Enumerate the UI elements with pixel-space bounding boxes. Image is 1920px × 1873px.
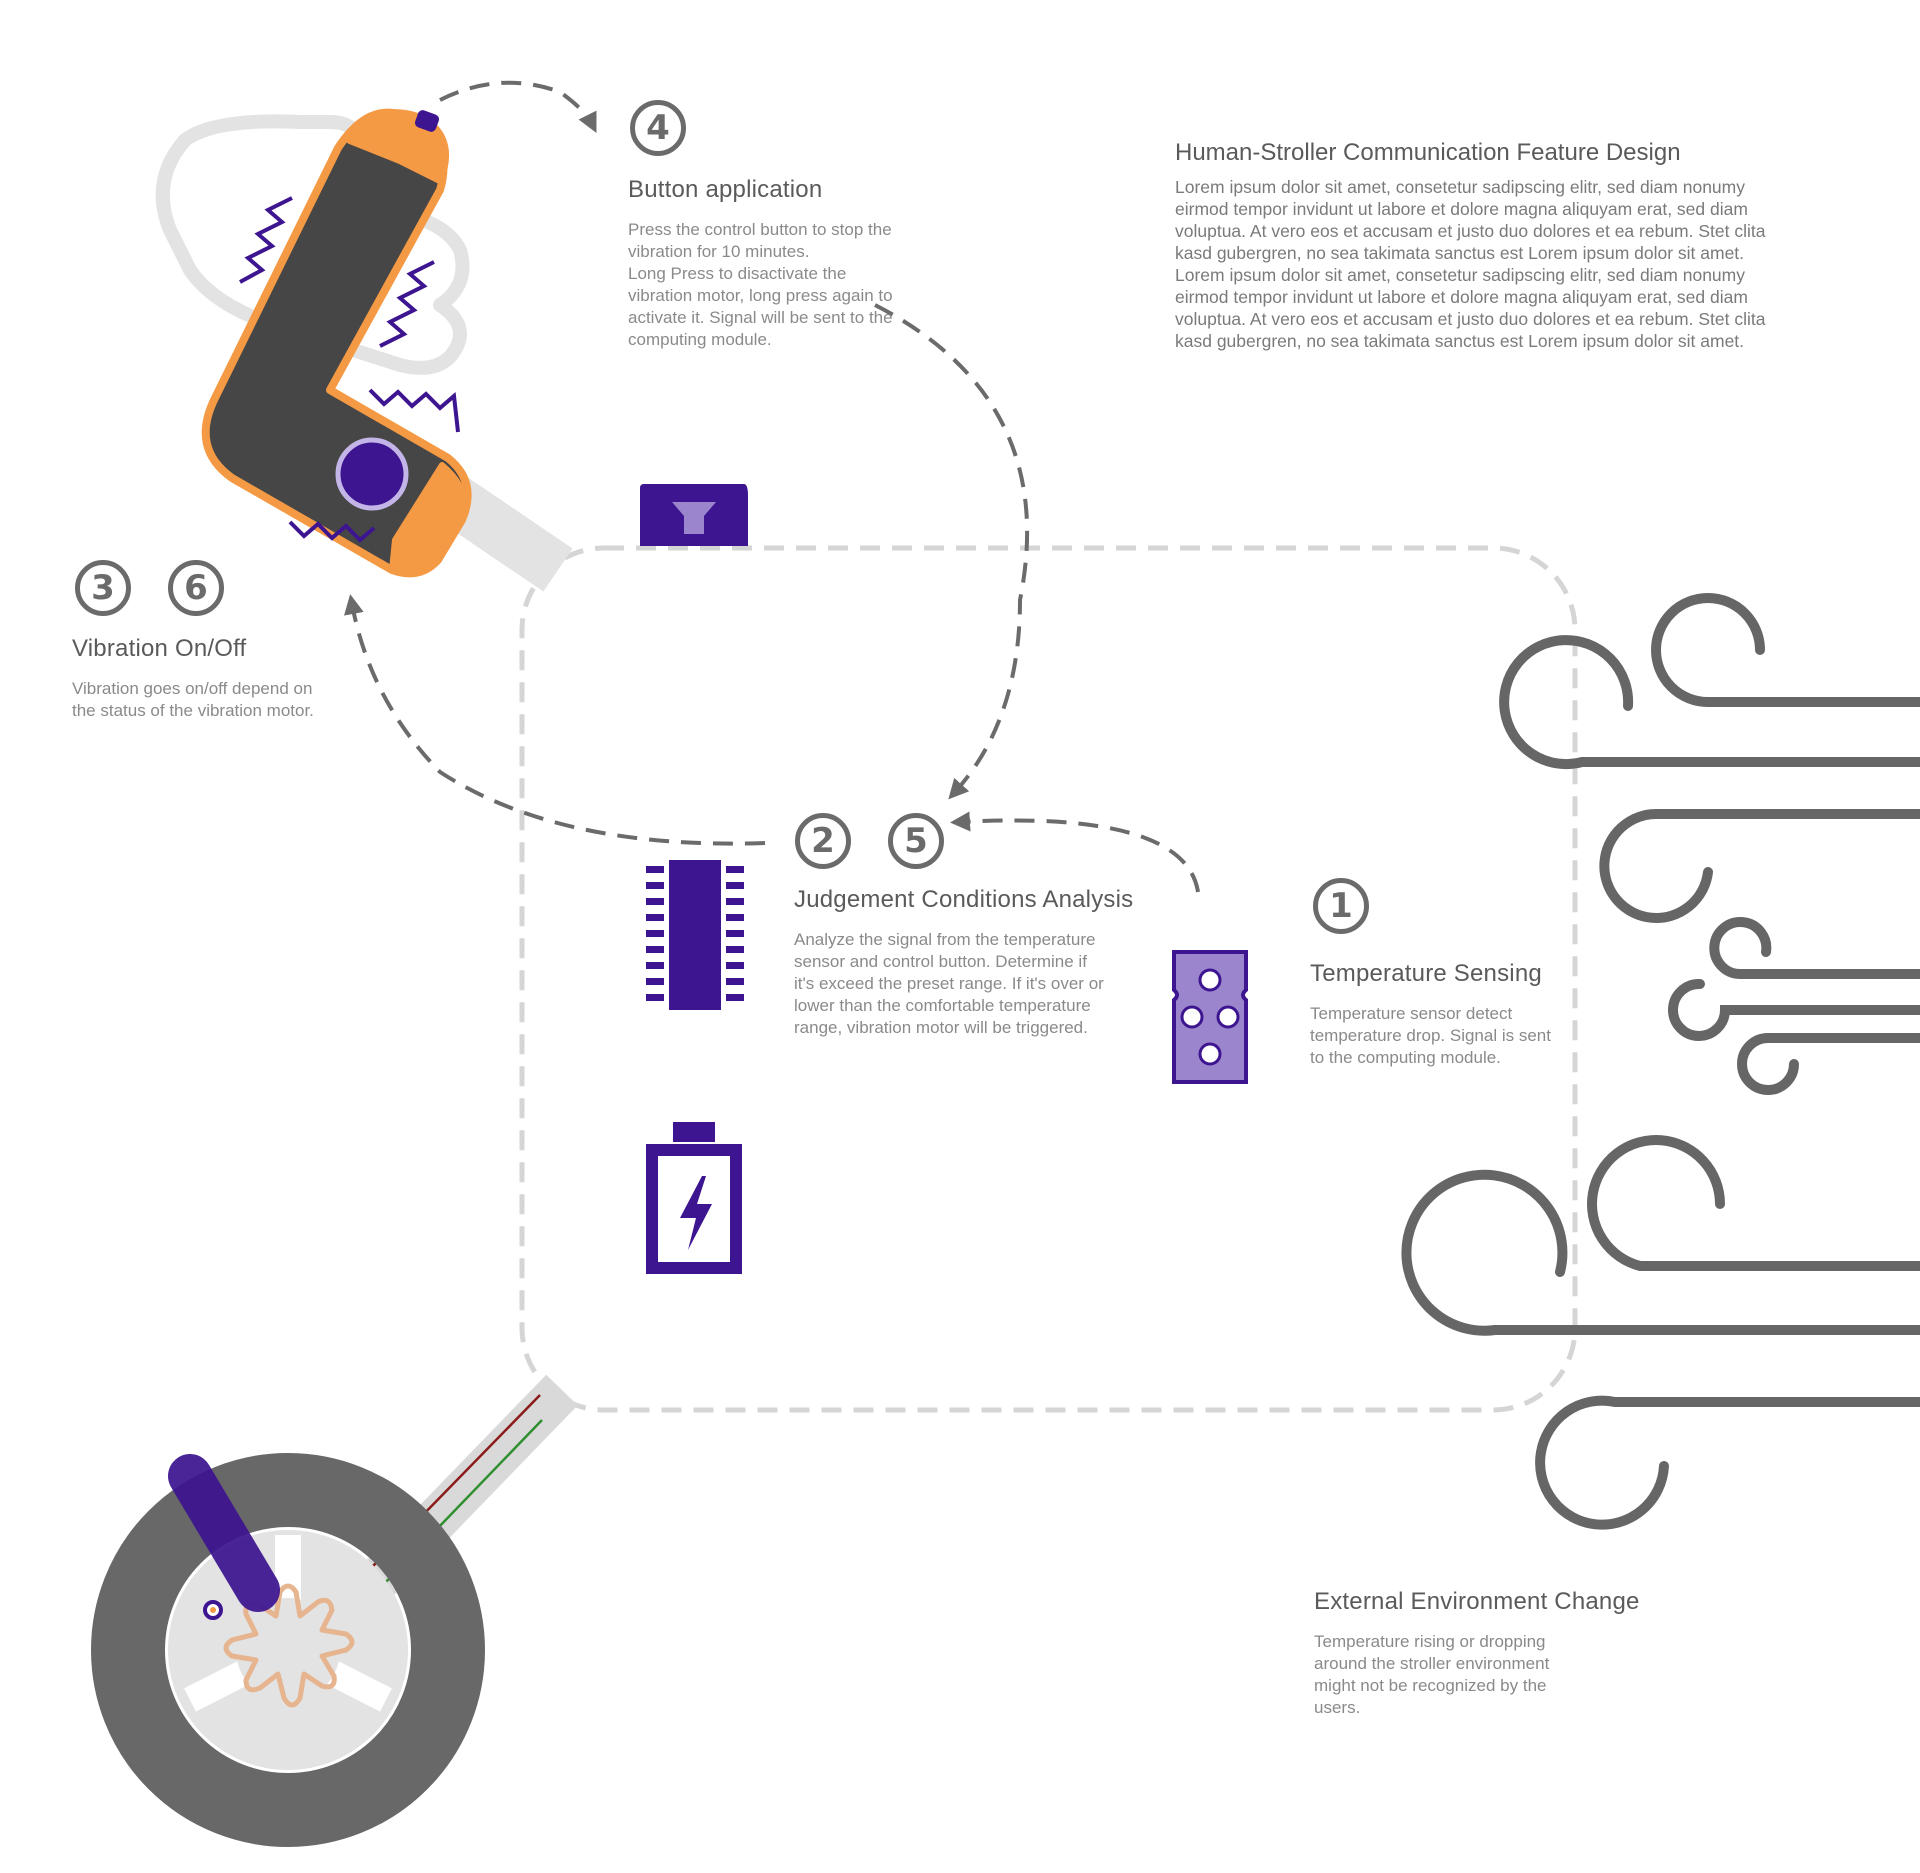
step-number-3: 3 — [75, 560, 131, 616]
judgement-title: Judgement Conditions Analysis — [794, 886, 1134, 913]
wheel-icon — [91, 1374, 578, 1847]
environment-desc: Temperature rising or dropping around th… — [1314, 1632, 1550, 1717]
environment-title: External Environment Change — [1314, 1588, 1640, 1615]
arrow-1-to-5 — [950, 811, 1200, 893]
wind-icon — [1401, 593, 1920, 1530]
vibration-waves-icon — [239, 196, 460, 543]
step-number-2: 2 — [795, 813, 851, 869]
arrow-to-2-from-4 — [874, 303, 1029, 800]
temperature-title: Temperature Sensing — [1310, 960, 1542, 987]
temperature-desc: Temperature sensor detect temperature dr… — [1310, 1004, 1551, 1067]
step-number-5: 5 — [888, 813, 944, 869]
page-body-text: Lorem ipsum dolor sit amet, consetetur s… — [1175, 177, 1766, 351]
button-application-desc: Press the control button to stop the vib… — [628, 220, 893, 349]
arrow-handle-to-4 — [439, 80, 597, 133]
step-number-4: 4 — [630, 100, 686, 156]
button-application-title: Button application — [628, 176, 823, 203]
motor-icon — [168, 1454, 280, 1620]
vibration-title: Vibration On/Off — [72, 635, 247, 662]
vibration-desc: Vibration goes on/off depend on the stat… — [72, 679, 314, 720]
handle-sensor-icon — [640, 484, 748, 546]
control-button-icon — [335, 437, 409, 511]
flow-arrows — [344, 80, 1200, 893]
arrow-2-to-3 — [344, 594, 766, 846]
judgement-desc: Analyze the signal from the temperature … — [794, 930, 1104, 1037]
temperature-sensor-icon — [1172, 950, 1248, 1084]
page-title: Human-Stroller Communication Feature Des… — [1175, 139, 1681, 166]
handle-icon — [155, 108, 573, 592]
microchip-icon — [646, 860, 744, 1010]
stroller-frame — [519, 545, 1578, 1413]
battery-icon — [646, 1122, 742, 1274]
step-number-1: 1 — [1313, 878, 1369, 934]
step-number-6: 6 — [168, 560, 224, 616]
